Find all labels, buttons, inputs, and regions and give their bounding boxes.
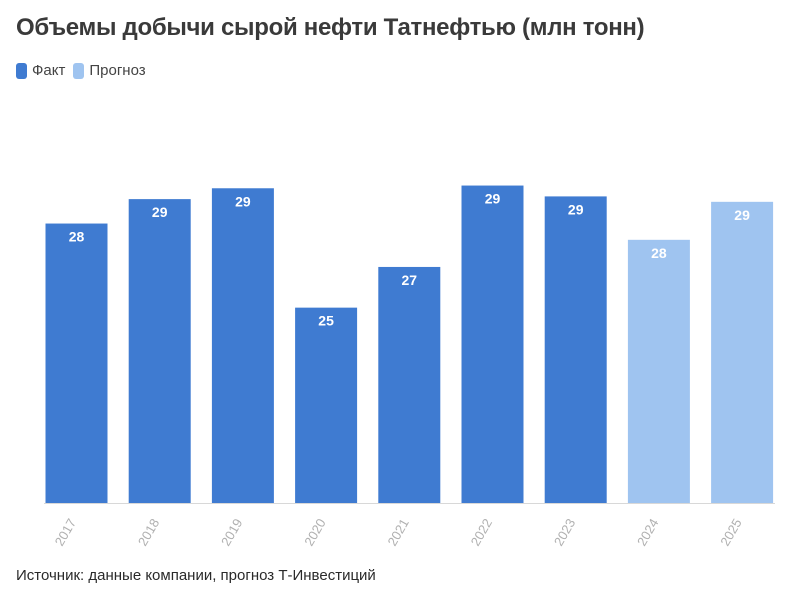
bar-2022 <box>461 185 524 504</box>
x-tick-2021: 2021 <box>384 516 411 549</box>
bar-2019 <box>211 188 274 503</box>
bar-2024 <box>627 239 690 504</box>
data-label-2019: 29 <box>235 193 251 209</box>
data-label-2025: 29 <box>734 207 750 223</box>
legend-label-fact: Факт <box>32 62 66 79</box>
legend-swatch-fact <box>16 62 27 79</box>
data-label-2017: 28 <box>69 229 85 245</box>
bar-2025 <box>711 201 774 504</box>
data-label-2021: 27 <box>402 272 418 288</box>
x-tick-2023: 2023 <box>551 516 578 549</box>
chart-legend: Факт Прогноз <box>16 62 154 79</box>
bar-2021 <box>378 266 441 503</box>
legend-item-forecast: Прогноз <box>73 62 146 79</box>
bar-2017 <box>45 223 108 504</box>
legend-item-fact: Факт <box>16 62 65 79</box>
data-label-2024: 28 <box>651 245 667 261</box>
bar-2018 <box>128 199 191 503</box>
bar-2023 <box>544 196 607 503</box>
bar-2020 <box>295 307 358 503</box>
x-tick-2018: 2018 <box>135 516 162 549</box>
legend-label-forecast: Прогноз <box>89 62 146 79</box>
chart-title: Объемы добычи сырой нефти Татнефтью (млн… <box>16 14 645 41</box>
x-tick-2024: 2024 <box>634 516 661 549</box>
x-tick-2019: 2019 <box>218 516 245 549</box>
data-label-2022: 29 <box>485 191 501 207</box>
legend-swatch-forecast <box>73 62 85 79</box>
data-label-2023: 29 <box>568 201 584 217</box>
x-tick-2025: 2025 <box>717 516 744 549</box>
source-note: Источник: данные компании, прогноз Т-Инв… <box>16 567 376 584</box>
data-label-2018: 29 <box>152 204 168 220</box>
x-tick-2022: 2022 <box>468 516 495 549</box>
x-tick-2020: 2020 <box>301 516 328 549</box>
data-label-2020: 25 <box>318 313 334 329</box>
x-tick-2017: 2017 <box>52 516 79 549</box>
